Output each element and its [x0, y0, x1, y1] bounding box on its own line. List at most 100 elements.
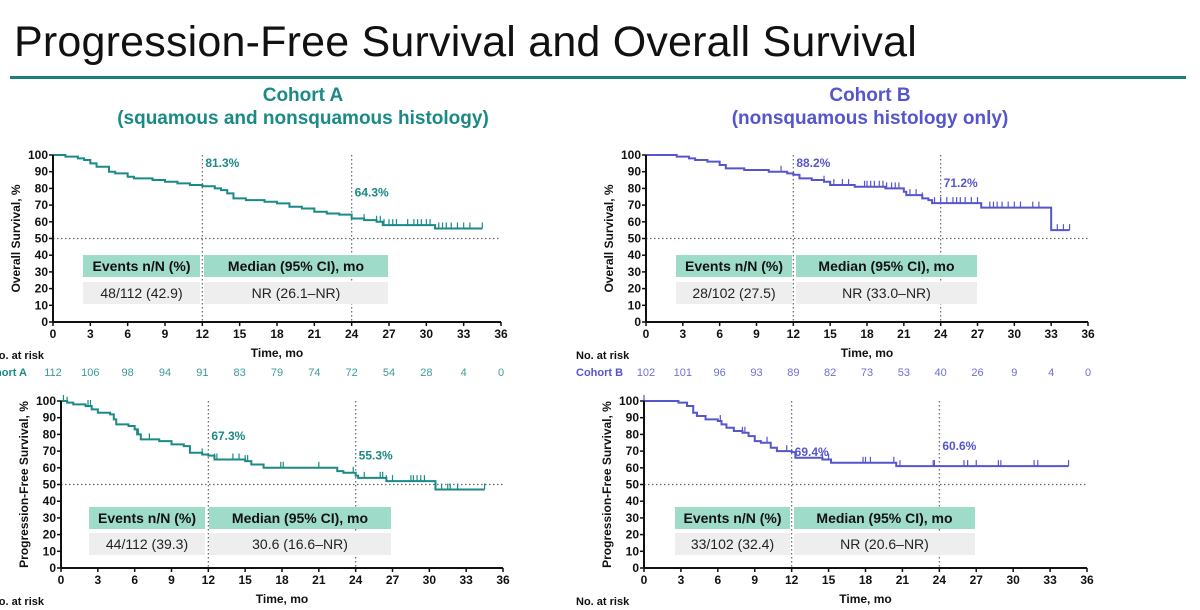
x-tick-label: 33	[457, 327, 471, 341]
table-header-text: Median (95% CI), mo	[232, 510, 368, 526]
x-tick-label: 6	[124, 327, 131, 341]
x-axis-title: Time, mo	[841, 346, 893, 360]
x-tick-label: 0	[58, 573, 65, 587]
at-risk-count: 53	[898, 367, 910, 379]
pfs-cohort-b-chart: Events n/N (%) 33/102 (32.4) Median (95% C…	[576, 394, 1094, 608]
x-tick-label: 12	[785, 573, 799, 587]
table-value-text: 30.6 (16.6–NR)	[252, 536, 348, 552]
x-axis-title: Time, mo	[251, 346, 303, 360]
cohort-b-subtitle: (nonsquamous histology only)	[731, 108, 1009, 129]
x-tick-label: 6	[714, 573, 721, 587]
table-value-cell	[796, 282, 977, 304]
landmark-label: 88.2%	[796, 156, 830, 170]
table-value-text: 33/102 (32.4)	[691, 536, 774, 552]
x-tick-label: 33	[1043, 573, 1057, 587]
y-tick-label: 60	[626, 461, 640, 475]
x-tick-label: 3	[94, 573, 101, 587]
y-tick-label: 0	[632, 561, 639, 575]
x-tick-label: 9	[168, 573, 175, 587]
y-tick-label: 30	[628, 265, 642, 279]
table-value-cell	[676, 282, 792, 304]
y-tick-label: 40	[626, 494, 640, 508]
x-tick-label: 36	[1081, 327, 1095, 341]
table-value-cell	[89, 533, 205, 555]
at-risk-count: 74	[308, 367, 320, 379]
at-risk-count: 98	[122, 367, 134, 379]
y-axis-title: Progression-Free Survival, %	[17, 401, 31, 568]
x-tick-label: 9	[753, 327, 760, 341]
y-tick-label: 80	[626, 427, 640, 441]
y-tick-label: 0	[49, 561, 56, 575]
landmark-label: 55.3%	[359, 449, 393, 463]
table-header-text: Events n/N (%)	[92, 258, 190, 274]
x-tick-label: 36	[496, 573, 510, 587]
y-tick-label: 0	[41, 315, 48, 329]
at-risk-count: 28	[420, 367, 432, 379]
y-tick-label: 100	[621, 148, 641, 162]
x-tick-label: 36	[494, 327, 508, 341]
x-tick-label: 24	[345, 327, 359, 341]
x-tick-label: 27	[386, 573, 400, 587]
table-value-text: 48/112 (42.9)	[100, 285, 182, 301]
y-tick-label: 80	[628, 181, 642, 195]
x-tick-label: 0	[641, 573, 648, 587]
y-tick-label: 100	[619, 394, 639, 408]
x-tick-label: 0	[643, 327, 650, 341]
y-tick-label: 90	[626, 411, 640, 425]
at-risk-count: 0	[1085, 367, 1091, 379]
km-survival-curve	[644, 400, 1069, 468]
y-tick-label: 40	[43, 494, 57, 508]
x-tick-label: 30	[423, 573, 437, 587]
y-tick-label: 50	[628, 232, 642, 246]
table-header-cell	[676, 255, 792, 277]
x-tick-label: 21	[897, 327, 911, 341]
table-header-text: Median (95% CI), mo	[818, 258, 954, 274]
x-tick-label: 36	[1080, 573, 1094, 587]
at-risk-cohort-label: Cohort A	[0, 367, 27, 379]
x-tick-label: 9	[751, 573, 758, 587]
x-tick-label: 3	[87, 327, 94, 341]
x-tick-label: 18	[859, 573, 873, 587]
table-value-text: 28/102 (27.5)	[692, 285, 775, 301]
x-tick-label: 15	[233, 327, 247, 341]
at-risk-count: 9	[1011, 367, 1017, 379]
table-header-cell	[796, 255, 977, 277]
y-tick-label: 20	[628, 282, 642, 296]
at-risk-count: 72	[346, 367, 358, 379]
table-value-text: NR (26.1–NR)	[252, 285, 341, 301]
at-risk-count: 26	[971, 367, 983, 379]
at-risk-count: 79	[271, 367, 283, 379]
at-risk-count: 96	[714, 367, 726, 379]
x-tick-label: 12	[202, 573, 216, 587]
x-tick-label: 27	[971, 327, 985, 341]
y-tick-label: 100	[28, 148, 48, 162]
at-risk-count: 83	[234, 367, 246, 379]
table-value-cell	[204, 282, 388, 304]
y-tick-label: 70	[628, 198, 642, 212]
at-risk-count: 112	[44, 367, 62, 379]
at-risk-title: No. at risk	[576, 596, 630, 608]
at-risk-title: No. at risk	[0, 596, 45, 608]
x-tick-label: 6	[716, 327, 723, 341]
at-risk-count: 73	[861, 367, 873, 379]
table-value-text: NR (20.6–NR)	[840, 536, 929, 552]
x-axis-title: Time, mo	[839, 592, 891, 606]
landmark-label: 60.6%	[942, 439, 976, 453]
table-value-cell	[83, 282, 200, 304]
landmark-label: 67.3%	[211, 429, 245, 443]
y-tick-label: 40	[628, 248, 642, 262]
table-header-cell	[204, 255, 388, 277]
x-tick-label: 12	[787, 327, 801, 341]
y-tick-label: 90	[628, 165, 642, 179]
y-axis-title: Overall Survival, %	[9, 184, 23, 292]
y-tick-label: 80	[35, 181, 49, 195]
at-risk-count: 82	[824, 367, 836, 379]
cohort-a-name: Cohort A	[262, 85, 344, 106]
x-tick-label: 21	[896, 573, 910, 587]
at-risk-count: 89	[787, 367, 799, 379]
table-header-cell	[83, 255, 200, 277]
y-tick-label: 100	[36, 394, 56, 408]
at-risk-title: No. at risk	[0, 350, 45, 362]
table-header-text: Median (95% CI), mo	[228, 258, 364, 274]
x-tick-label: 30	[420, 327, 434, 341]
